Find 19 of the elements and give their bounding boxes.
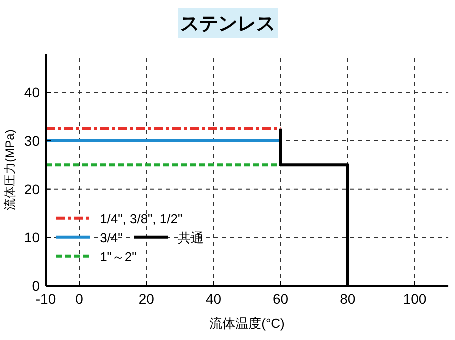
legend-label: 1/4", 3/8", 1/2"	[100, 211, 183, 226]
y-tick-label: 20	[24, 181, 40, 198]
legend-label: 3/4"	[100, 230, 124, 246]
x-tick-label: -10	[36, 291, 56, 307]
x-tick-label: 20	[138, 291, 155, 307]
y-tick-label: 0	[32, 278, 40, 294]
x-tick-label: 80	[340, 291, 356, 307]
y-tick-label: 10	[24, 230, 40, 246]
y-tick-label: 40	[24, 84, 40, 101]
x-tick-label: 40	[206, 291, 222, 307]
x-tick-label: 60	[273, 291, 289, 307]
x-axis-title: 流体温度(°C)	[210, 316, 285, 331]
y-tick-label: 30	[24, 133, 40, 149]
y-axis-title: 流体圧力(MPa)	[3, 130, 17, 210]
x-tick-label: 100	[403, 291, 427, 307]
legend-label: 1"～2"	[100, 249, 138, 264]
x-tick-label: 0	[76, 291, 84, 307]
legend-label: 共通	[178, 230, 204, 246]
chart-title: ステンレス	[180, 14, 276, 35]
